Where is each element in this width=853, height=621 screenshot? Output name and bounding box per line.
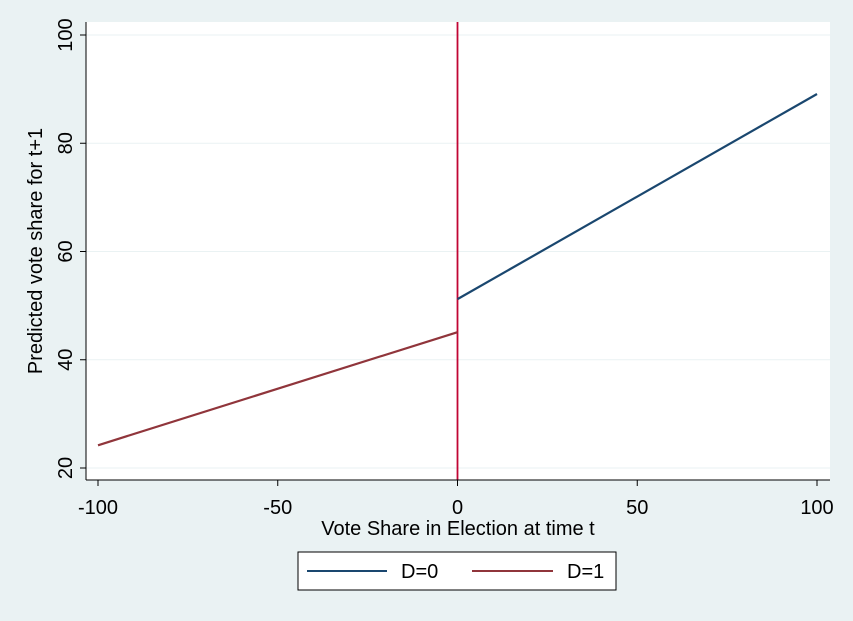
legend-label: D=0 xyxy=(401,561,438,583)
legend-label: D=1 xyxy=(567,561,604,583)
x-tick-label: 100 xyxy=(800,497,833,519)
y-tick-label: 20 xyxy=(55,457,77,479)
y-axis-label: Predicted vote share for t+1 xyxy=(25,128,47,374)
series-line-d-0 xyxy=(456,93,818,301)
y-tick-label: 60 xyxy=(55,240,77,262)
x-tick-label: 0 xyxy=(452,497,463,519)
series-line-d-1 xyxy=(97,331,458,447)
x-tick-label: -100 xyxy=(78,497,118,519)
x-ticks: -100 -50 0 50 100 xyxy=(78,480,834,519)
x-tick-label: -50 xyxy=(263,497,292,519)
x-axis-label: Vote Share in Election at time t xyxy=(321,518,595,540)
y-ticks: 20 40 60 80 100 xyxy=(55,18,86,479)
series-layer xyxy=(97,93,818,447)
y-tick-label: 80 xyxy=(55,132,77,154)
y-tick-label: 40 xyxy=(55,349,77,371)
x-tick-label: 50 xyxy=(626,497,648,519)
y-tick-label: 100 xyxy=(55,18,77,51)
legend: D=0 D=1 xyxy=(297,551,617,591)
